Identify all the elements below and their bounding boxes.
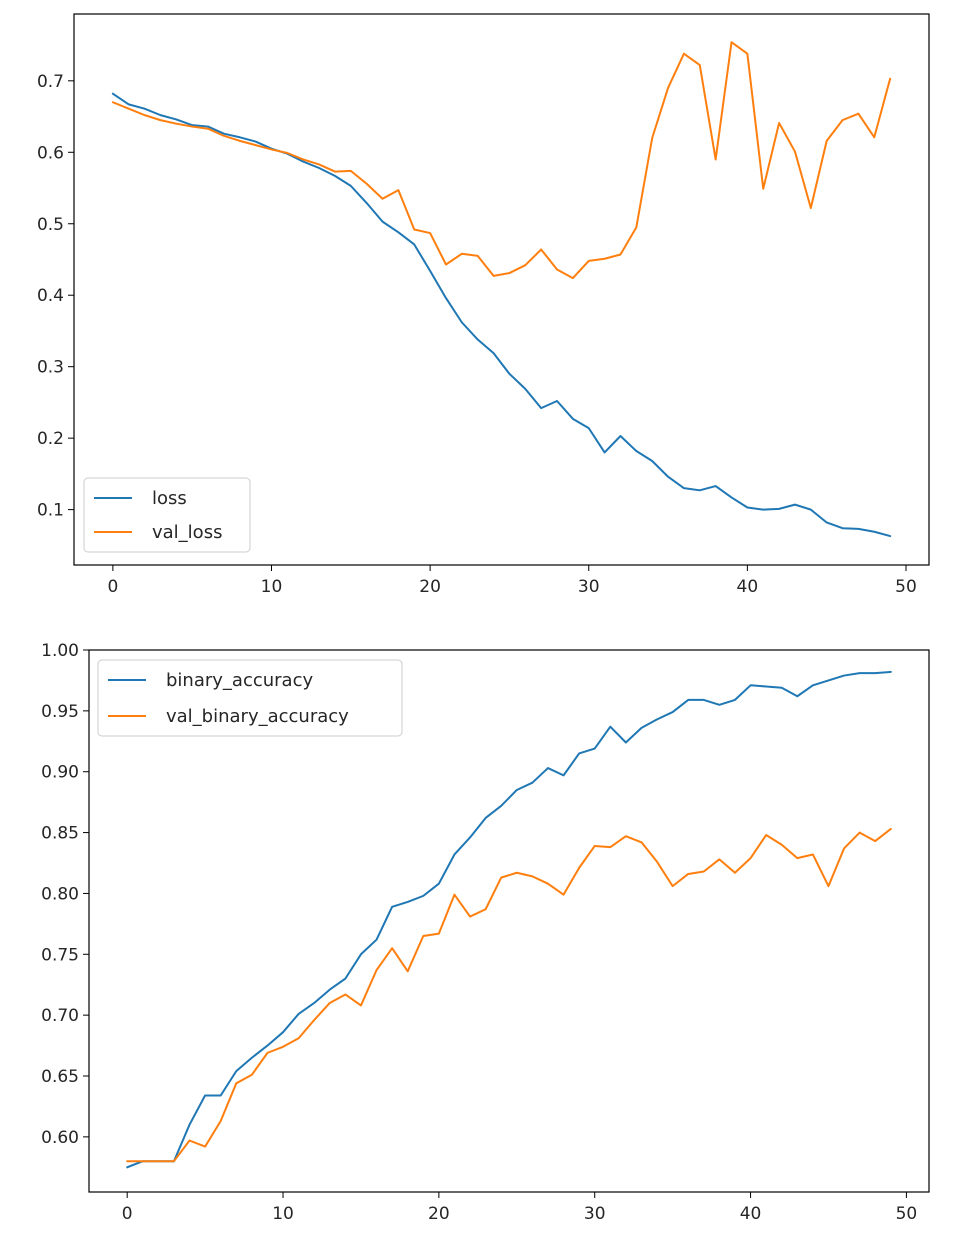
legend-label-val-binary-accuracy: val_binary_accuracy bbox=[166, 706, 349, 727]
accuracy-chart-plot-frame bbox=[88, 649, 930, 1193]
loss-x-tick-label: 30 bbox=[578, 577, 600, 597]
loss-chart-lines bbox=[111, 41, 892, 538]
accuracy-y-tick-label: 0.75 bbox=[41, 945, 79, 965]
series-line-loss bbox=[111, 92, 892, 538]
loss-y-tick-label: 0.6 bbox=[37, 143, 64, 163]
loss-y-tick-label: 0.3 bbox=[37, 358, 64, 378]
loss-y-tick-label: 0.4 bbox=[37, 286, 64, 306]
accuracy-y-tick-label: 0.65 bbox=[41, 1067, 79, 1087]
accuracy-chart-legend: binary_accuracy val_binary_accuracy bbox=[97, 659, 403, 737]
series-line-binary-accuracy bbox=[126, 670, 892, 1169]
accuracy-x-tick-label: 0 bbox=[122, 1204, 133, 1224]
legend-label-loss: loss bbox=[152, 488, 187, 509]
accuracy-y-tick-label: 0.80 bbox=[41, 884, 79, 904]
accuracy-x-tick-label: 30 bbox=[584, 1204, 606, 1224]
loss-y-tick-label: 0.2 bbox=[37, 429, 64, 449]
accuracy-x-tick-label: 50 bbox=[896, 1204, 918, 1224]
legend-label-val-loss: val_loss bbox=[152, 522, 222, 543]
accuracy-y-tick-label: 1.00 bbox=[41, 641, 79, 661]
loss-x-tick-label: 0 bbox=[107, 577, 118, 597]
accuracy-y-tick-label: 0.95 bbox=[41, 702, 79, 722]
accuracy-chart-y-axis: 0.60 0.65 0.70 0.75 0.80 0.85 0.90 0.95 1.00 bbox=[41, 641, 89, 1148]
loss-chart-x-axis: 0 10 20 30 40 50 bbox=[107, 565, 917, 597]
loss-y-tick-label: 0.7 bbox=[37, 72, 64, 92]
loss-y-tick-label: 0.5 bbox=[37, 215, 64, 235]
accuracy-x-tick-label: 20 bbox=[428, 1204, 450, 1224]
loss-x-tick-label: 40 bbox=[737, 577, 759, 597]
accuracy-y-tick-label: 0.70 bbox=[41, 1006, 79, 1026]
loss-y-tick-label: 0.1 bbox=[37, 501, 64, 521]
accuracy-x-tick-label: 40 bbox=[740, 1204, 762, 1224]
series-line-val-loss bbox=[111, 41, 892, 280]
loss-x-tick-label: 20 bbox=[419, 577, 441, 597]
loss-x-tick-label: 50 bbox=[895, 577, 917, 597]
legend-frame bbox=[97, 659, 403, 737]
accuracy-chart-lines bbox=[126, 670, 892, 1169]
loss-chart-legend: loss val_loss bbox=[83, 477, 251, 553]
accuracy-y-tick-label: 0.60 bbox=[41, 1128, 79, 1148]
accuracy-y-tick-label: 0.90 bbox=[41, 763, 79, 783]
loss-chart-plot-frame bbox=[73, 13, 930, 566]
accuracy-y-tick-label: 0.85 bbox=[41, 824, 79, 844]
loss-chart-y-axis: 0.1 0.2 0.3 0.4 0.5 0.6 0.7 bbox=[37, 72, 74, 521]
legend-label-binary-accuracy: binary_accuracy bbox=[166, 670, 313, 691]
series-line-val-binary-accuracy bbox=[126, 827, 892, 1163]
legend-frame bbox=[83, 477, 251, 553]
accuracy-chart: 0 10 20 30 40 50 0.60 0.65 0.70 0.75 0.80 0.85 0.90… bbox=[41, 641, 930, 1224]
accuracy-x-tick-label: 10 bbox=[272, 1204, 294, 1224]
loss-x-tick-label: 10 bbox=[261, 577, 283, 597]
accuracy-chart-x-axis: 0 10 20 30 40 50 bbox=[122, 1192, 917, 1224]
loss-chart: 0 10 20 30 40 50 0.1 0.2 0.3 0.4 0.5 0.6 0.7 loss v… bbox=[37, 13, 930, 597]
